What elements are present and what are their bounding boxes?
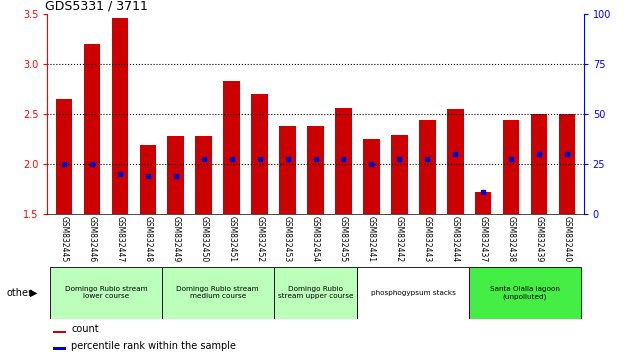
Text: GSM832454: GSM832454 (311, 216, 320, 262)
Text: other: other (6, 288, 32, 298)
Text: GSM832453: GSM832453 (283, 216, 292, 262)
Bar (112, 18, 128, 214)
Bar (139, 145, 156, 214)
Text: GSM832444: GSM832444 (451, 216, 459, 262)
Bar (56, 99, 73, 214)
Bar (447, 109, 464, 214)
Bar (363, 139, 380, 214)
Bar (279, 126, 296, 214)
Bar (223, 81, 240, 214)
Text: phosphogypsum stacks: phosphogypsum stacks (371, 290, 456, 296)
Bar (335, 108, 352, 214)
Bar (251, 94, 268, 214)
Text: GSM832450: GSM832450 (199, 216, 208, 262)
Bar (196, 136, 212, 214)
Bar (475, 192, 492, 214)
Text: Domingo Rubio
stream upper course: Domingo Rubio stream upper course (278, 286, 353, 299)
Text: count: count (71, 324, 99, 334)
Text: GSM832452: GSM832452 (255, 216, 264, 262)
Text: GSM832441: GSM832441 (367, 216, 376, 262)
Text: GSM832437: GSM832437 (478, 216, 488, 262)
Bar (53, 347, 66, 350)
Text: GSM832455: GSM832455 (339, 216, 348, 262)
Text: GSM832447: GSM832447 (115, 216, 124, 262)
Bar (469, 267, 581, 319)
Text: GSM832438: GSM832438 (507, 216, 516, 262)
Text: ▶: ▶ (30, 288, 37, 298)
Text: Domingo Rubio stream
medium course: Domingo Rubio stream medium course (177, 286, 259, 299)
Bar (307, 126, 324, 214)
Text: GSM832451: GSM832451 (227, 216, 236, 262)
Bar (53, 331, 66, 333)
Text: GSM832443: GSM832443 (423, 216, 432, 262)
Text: Santa Olalla lagoon
(unpolluted): Santa Olalla lagoon (unpolluted) (490, 286, 560, 300)
Text: GSM832439: GSM832439 (534, 216, 543, 262)
Text: GSM832445: GSM832445 (59, 216, 69, 262)
Bar (274, 267, 357, 319)
Bar (531, 114, 547, 214)
Bar (391, 135, 408, 214)
Bar (357, 267, 469, 319)
Bar (419, 120, 435, 214)
Text: GSM832446: GSM832446 (88, 216, 97, 262)
Bar (162, 267, 274, 319)
Bar (558, 114, 575, 214)
Bar (50, 267, 162, 319)
Text: GSM832449: GSM832449 (172, 216, 180, 262)
Text: GSM832440: GSM832440 (562, 216, 572, 262)
Text: GDS5331 / 3711: GDS5331 / 3711 (45, 0, 148, 13)
Bar (84, 44, 100, 214)
Bar (167, 136, 184, 214)
Text: GSM832448: GSM832448 (143, 216, 153, 262)
Text: percentile rank within the sample: percentile rank within the sample (71, 341, 237, 350)
Bar (503, 120, 519, 214)
Text: GSM832442: GSM832442 (395, 216, 404, 262)
Text: Domingo Rubio stream
lower course: Domingo Rubio stream lower course (64, 286, 147, 299)
